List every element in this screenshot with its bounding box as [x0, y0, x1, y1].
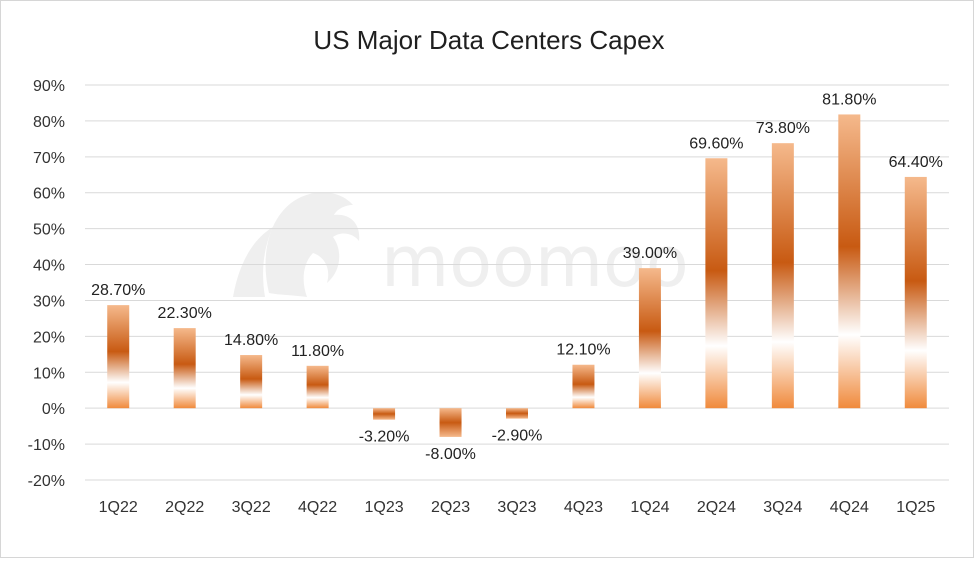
data-label: 73.80% [756, 120, 810, 137]
bar [638, 268, 661, 409]
data-label: 12.10% [556, 342, 610, 359]
bar [173, 328, 196, 409]
bar [838, 114, 861, 409]
data-label: 64.40% [889, 154, 943, 171]
data-label: 39.00% [623, 245, 677, 262]
y-tick-label: 30% [33, 293, 65, 310]
x-tick-label: 3Q24 [763, 499, 802, 516]
data-label: 81.80% [822, 91, 876, 108]
x-tick-label: 2Q22 [165, 499, 204, 516]
y-tick-label: 10% [33, 365, 65, 382]
y-tick-label: 40% [33, 258, 65, 275]
x-tick-label: 1Q22 [99, 499, 138, 516]
x-tick-label: 1Q24 [630, 499, 669, 516]
watermark-text: moomoo [381, 221, 689, 303]
y-tick-label: 80% [33, 114, 65, 131]
data-label: 14.80% [224, 332, 278, 349]
bar [572, 364, 595, 409]
bull-head-logo-icon [233, 192, 360, 297]
x-tick-label: 3Q22 [232, 499, 271, 516]
y-tick-label: 20% [33, 329, 65, 346]
bar [240, 355, 263, 409]
bar [373, 408, 396, 420]
bar [107, 305, 130, 409]
x-tick-label: 4Q24 [830, 499, 869, 516]
data-label: 22.30% [158, 305, 212, 322]
y-tick-label: 50% [33, 222, 65, 239]
x-tick-label: 2Q24 [697, 499, 736, 516]
bar [705, 158, 728, 409]
y-tick-label: -10% [28, 437, 65, 454]
y-tick-label: 0% [42, 401, 65, 418]
bar [306, 365, 329, 409]
x-tick-label: 1Q25 [896, 499, 935, 516]
x-tick-label: 1Q23 [365, 499, 404, 516]
data-labels: 28.70% 22.30% 14.80% 11.80% -3.20% -8.00% -2.9… [91, 91, 943, 462]
watermark: moomoo [233, 192, 689, 303]
bar [439, 408, 462, 437]
data-label: -3.20% [359, 429, 410, 446]
data-label: -8.00% [425, 446, 476, 463]
x-tick-label: 2Q23 [431, 499, 470, 516]
data-label: 11.80% [291, 343, 344, 360]
data-label: 69.60% [689, 135, 743, 152]
y-tick-label: 60% [33, 186, 65, 203]
y-tick-label: 70% [33, 150, 65, 167]
chart-title: US Major Data Centers Capex [313, 25, 664, 55]
x-tick-label: 3Q23 [497, 499, 536, 516]
y-axis-tick-labels: 90% 80% 70% 60% 50% 40% 30% 20% 10% 0% -10% -20% [28, 78, 65, 490]
x-tick-label: 4Q22 [298, 499, 337, 516]
y-tick-label: -20% [28, 473, 65, 490]
bar [904, 176, 927, 409]
bar [771, 143, 794, 409]
x-axis-tick-labels: 1Q22 2Q22 3Q22 4Q22 1Q23 2Q23 3Q23 4Q23 1Q24 2Q24… [99, 499, 936, 516]
data-label: -2.90% [492, 428, 543, 445]
y-tick-label: 90% [33, 78, 65, 95]
x-tick-label: 4Q23 [564, 499, 603, 516]
data-label: 28.70% [91, 282, 145, 299]
bar [506, 408, 528, 419]
bars [107, 114, 927, 437]
